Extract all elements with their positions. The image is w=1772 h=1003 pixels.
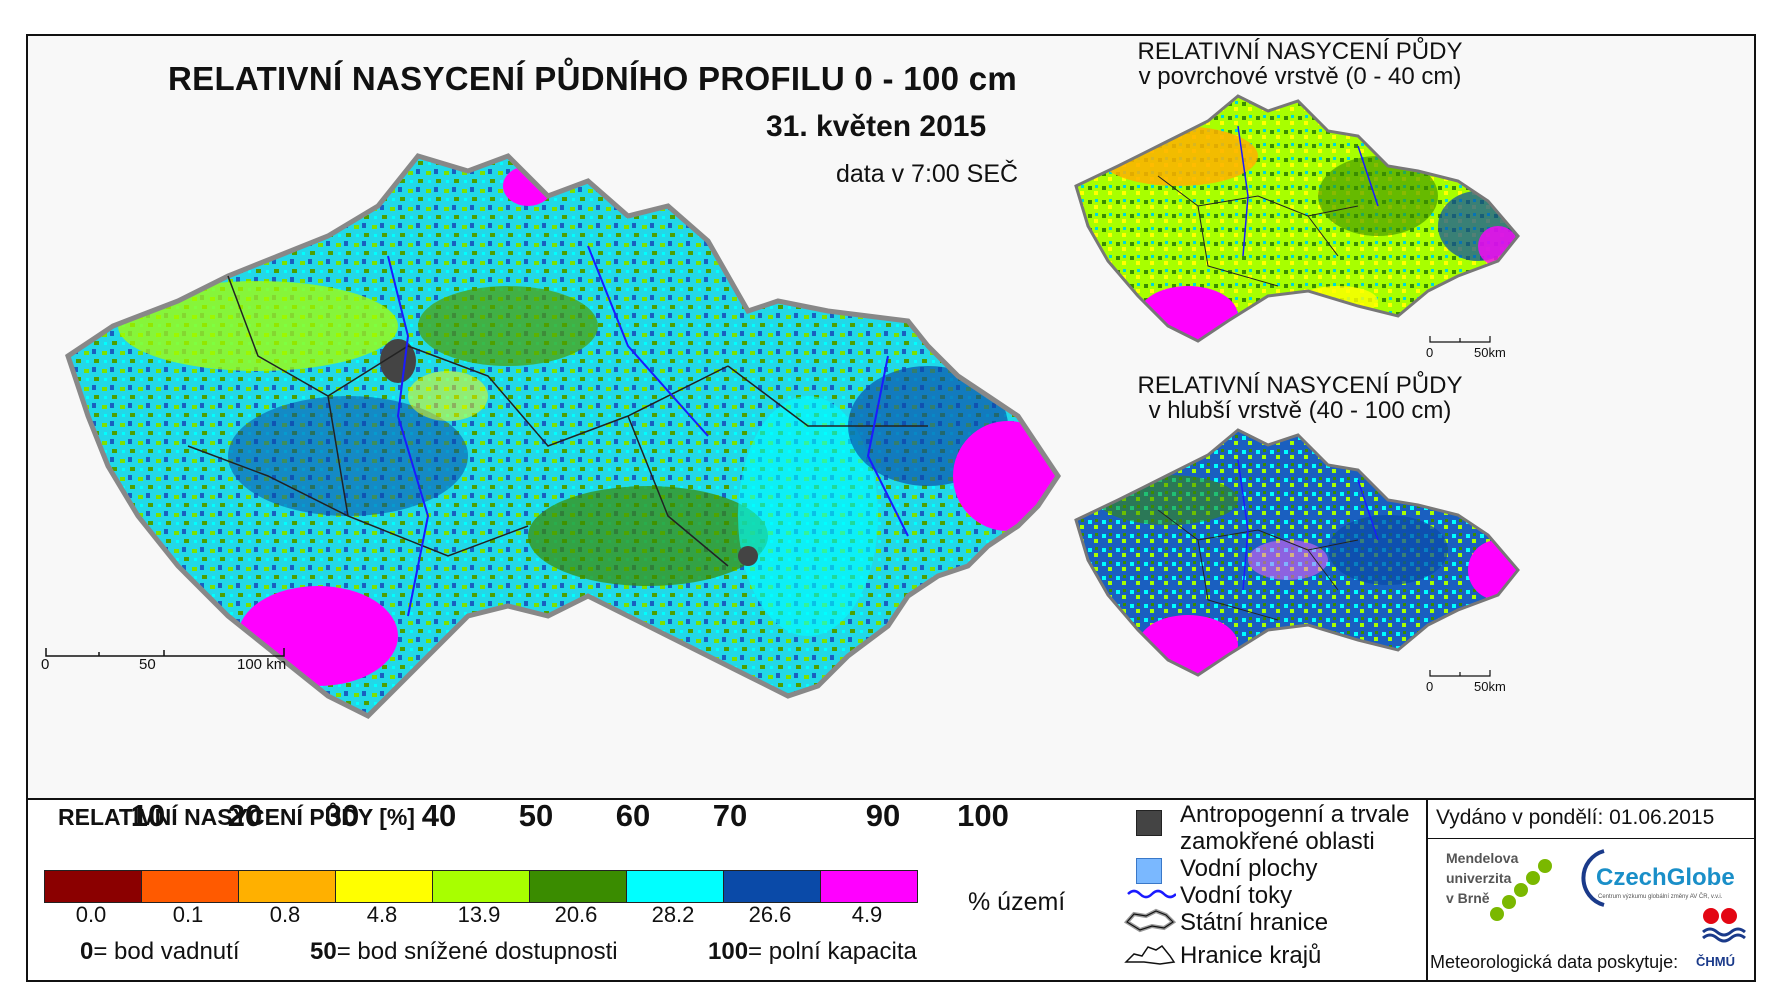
issued-date: Vydáno v pondělí: 01.06.2015 <box>1436 806 1715 829</box>
czechglobe-subtext: Centrum výzkumu globální změny AV ČR, v.… <box>1598 894 1723 900</box>
inset-bottom-title-1: RELATIVNÍ NASYCENÍ PŮDY <box>1137 372 1463 399</box>
percent-7: 26.6 <box>748 902 792 927</box>
threshold-70: 70 <box>712 798 748 833</box>
main-scale-100: 100 km <box>237 656 287 673</box>
legend-title: RELATIVNÍ NASYCENÍ PŮDY [%] <box>58 804 415 830</box>
percent-1: 0.1 <box>172 902 204 927</box>
legend-swatch-4 <box>432 870 530 903</box>
czechglobe-logo-text: CzechGlobe <box>1596 864 1735 891</box>
water-area-label: Vodní plochy <box>1180 855 1318 882</box>
inset-bottom-scale-0: 0 <box>1426 679 1434 694</box>
inset-top-title-1: RELATIVNÍ NASYCENÍ PŮDY <box>1137 38 1463 65</box>
data-provider-label: Meteorologická data poskytuje: <box>1430 952 1679 972</box>
anthropogenic-swatch <box>1136 810 1162 836</box>
legend-swatch-2 <box>238 870 336 903</box>
inset-top-scale-0: 0 <box>1426 345 1434 360</box>
mendelu-logo-line1: Mendelova <box>1446 850 1519 866</box>
threshold-50: 50 <box>518 798 554 833</box>
chmu-logo-text: ČHMÚ <box>1696 954 1735 969</box>
main-scale-bar <box>45 648 285 657</box>
stream-symbol <box>1127 889 1176 899</box>
water-area-swatch <box>1136 858 1162 884</box>
percent-5: 20.6 <box>554 902 598 927</box>
threshold-60: 60 <box>615 798 651 833</box>
inset-top-map <box>1074 94 1520 343</box>
mendelu-logo-line2: univerzita <box>1446 870 1512 886</box>
percent-8: 4.9 <box>851 902 883 927</box>
main-map-data-time: data v 7:00 SEČ <box>836 160 1019 188</box>
chmu-logo-icon <box>1702 908 1746 943</box>
main-scale-50: 50 <box>139 656 156 673</box>
anthropogenic-label-1: Antropogenní a trvale <box>1180 801 1410 828</box>
percent-3: 4.8 <box>366 902 398 927</box>
threshold-100: 100 <box>957 798 1009 833</box>
inset-bottom-scale-50: 50km <box>1474 679 1506 694</box>
legend-swatch-0 <box>44 870 142 903</box>
main-scale-0: 0 <box>41 656 50 673</box>
issued-underline <box>1426 838 1754 839</box>
inset-top-scale-50: 50km <box>1474 345 1506 360</box>
stream-label: Vodní toky <box>1180 882 1293 909</box>
threshold-40: 40 <box>421 798 457 833</box>
definition-100: 100= polní kapacita <box>708 938 917 965</box>
definition-0: 0= bod vadnutí <box>80 938 240 965</box>
inset-bottom-title-2: v hlubší vrstvě (40 - 100 cm) <box>1148 397 1452 424</box>
threshold-10: 10 <box>130 798 166 833</box>
region-border-symbol <box>1124 944 1176 965</box>
definition-50: 50= bod snížené dostupnosti <box>310 938 618 965</box>
anthropogenic-label-2: zamokřené oblasti <box>1180 828 1375 855</box>
main-map-czech-republic <box>65 153 1062 720</box>
percent-4: 13.9 <box>457 902 501 927</box>
legend-divider <box>28 798 1754 800</box>
inset-top-scale-bar <box>1429 336 1491 343</box>
legend-swatch-5 <box>529 870 627 903</box>
percent-2: 0.8 <box>269 902 301 927</box>
mendelu-logo-line3: v Brně <box>1446 890 1490 906</box>
region-border-label: Hranice krajů <box>1180 942 1322 969</box>
percent-unit-label: % území <box>968 888 1066 916</box>
inset-top-title-2: v povrchové vrstvě (0 - 40 cm) <box>1138 63 1462 90</box>
threshold-90: 90 <box>865 798 901 833</box>
legend-swatch-8 <box>820 870 918 903</box>
threshold-30: 30 <box>324 798 360 833</box>
legend-swatch-7 <box>723 870 821 903</box>
mendelu-dots-icon <box>1490 859 1552 921</box>
legend-swatch-6 <box>626 870 724 903</box>
main-map-title: RELATIVNÍ NASYCENÍ PŮDNÍHO PROFILU 0 - 1… <box>168 60 1018 97</box>
map-frame: RELATIVNÍ NASYCENÍ PŮDNÍHO PROFILU 0 - 1… <box>26 34 1756 982</box>
state-border-symbol <box>1124 908 1176 933</box>
inset-bottom-map <box>1074 428 1520 677</box>
legend-swatch-3 <box>335 870 433 903</box>
percent-0: 0.0 <box>75 902 107 927</box>
state-border-label: Státní hranice <box>1180 909 1329 936</box>
inset-bottom-scale-bar <box>1429 670 1491 677</box>
issued-divider <box>1426 800 1428 980</box>
percent-6: 28.2 <box>651 902 695 927</box>
threshold-20: 20 <box>227 798 263 833</box>
legend-swatch-1 <box>141 870 239 903</box>
czechglobe-arc-icon <box>1581 849 1605 907</box>
main-map-date: 31. květen 2015 <box>766 110 987 143</box>
